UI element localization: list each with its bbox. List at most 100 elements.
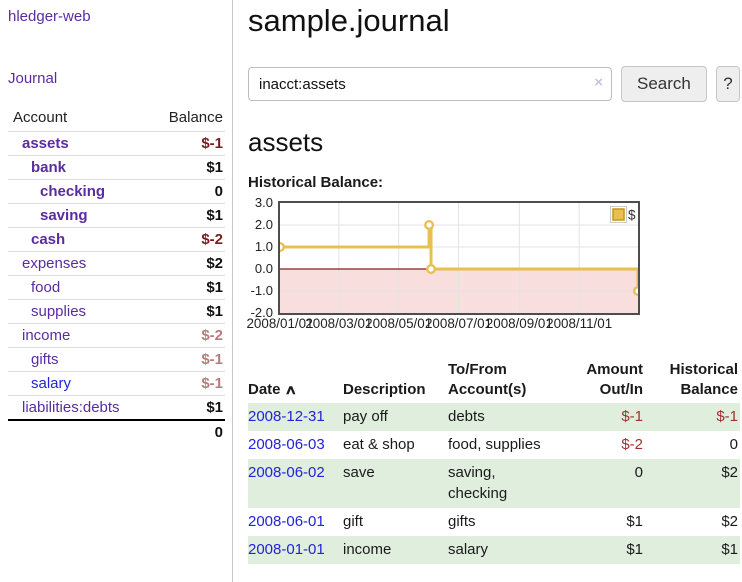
search-form: × Search ?	[248, 66, 740, 102]
column-header[interactable]: Historical Balance	[669, 361, 738, 398]
transaction-row: 2008-06-01 gift gifts $1 $2	[248, 508, 740, 536]
account-balance: $2	[148, 251, 225, 276]
transaction-date-link[interactable]: 2008-06-02	[248, 463, 325, 481]
y-tick-label: 2.0	[254, 217, 273, 232]
x-tick-label: 2008/05/01	[365, 316, 433, 331]
account-link[interactable]: bank	[31, 159, 67, 176]
accounts-body: assets $-1 bank $1 checking 0 saving $1 cash $-2 e…	[8, 131, 225, 420]
account-row: bank $1	[8, 155, 225, 180]
transaction-accounts: gifts	[448, 513, 476, 530]
column-header[interactable]: Description	[343, 380, 426, 398]
search-input[interactable]	[248, 67, 612, 101]
column-header[interactable]: Date ∧	[248, 380, 297, 398]
transaction-date-link[interactable]: 2008-06-01	[248, 513, 325, 530]
transaction-date-link[interactable]: 2008-01-01	[248, 540, 325, 558]
account-balance: $1	[148, 275, 225, 300]
account-link[interactable]: income	[22, 327, 71, 344]
transaction-row: 2008-01-01 income salary $1 $1	[248, 535, 740, 564]
transaction-description: income	[343, 540, 392, 558]
account-link[interactable]: supplies	[31, 303, 87, 320]
brand-link[interactable]: hledger-web	[8, 8, 91, 25]
accounts-total-row: 0	[8, 419, 225, 444]
account-link[interactable]: assets	[22, 135, 69, 152]
account-link[interactable]: cash	[31, 231, 66, 248]
help-button[interactable]: ?	[715, 66, 740, 102]
accounts-table: Account Balance assets $-1 bank $1 checking 0…	[8, 106, 225, 444]
x-tick-label: 2008/03/01	[305, 316, 373, 331]
account-balance: $-1	[148, 131, 225, 156]
transaction-amount: $-2	[621, 435, 643, 453]
transactions-body: 2008-12-31 pay off debts $-1 $-1 2008-06-03 ea…	[248, 403, 740, 564]
account-row: gifts $-1	[8, 347, 225, 372]
transaction-description: gift	[343, 513, 364, 530]
account-link[interactable]: food	[31, 279, 61, 296]
transaction-accounts: debts	[448, 408, 485, 425]
transaction-description: eat & shop	[343, 435, 415, 453]
transaction-balance: $-1	[716, 408, 738, 425]
account-link[interactable]: liabilities:debts	[22, 399, 120, 416]
transaction-amount: $-1	[621, 408, 643, 425]
transaction-description: save	[343, 463, 375, 481]
account-link[interactable]: checking	[40, 183, 106, 200]
transaction-balance: $2	[721, 513, 738, 530]
balance-chart: 3.0 2.0 1.0 0.0 -1.0 -2.0 $	[248, 195, 740, 320]
chart-plot-area: $	[278, 201, 640, 315]
account-row: income $-2	[8, 323, 225, 348]
accounts-total-value: 0	[148, 419, 225, 444]
page-title: sample.journal	[248, 3, 450, 38]
sort-asc-icon: ∧	[283, 381, 297, 397]
column-header[interactable]: To/From Account(s)	[448, 361, 527, 398]
transaction-accounts: saving, checking	[448, 463, 508, 503]
sidebar-item-journal[interactable]: Journal	[8, 70, 58, 87]
account-row: supplies $1	[8, 299, 225, 324]
column-header[interactable]: Amount Out/In	[586, 361, 643, 398]
transaction-row: 2008-06-02 save saving, checking 0 $2	[248, 458, 740, 508]
account-row: assets $-1	[8, 131, 225, 156]
clear-search-icon[interactable]: ×	[594, 74, 603, 91]
transactions-header-row: Date ∧ Description To/From Account(s) Amount O…	[248, 358, 740, 403]
account-balance: $-1	[148, 347, 225, 372]
y-tick-label: -1.0	[250, 283, 273, 298]
transaction-description: pay off	[343, 408, 388, 425]
account-row: cash $-2	[8, 227, 225, 252]
chart-label: Historical Balance:	[248, 174, 384, 191]
transactions-table: Date ∧ Description To/From Account(s) Amount O…	[248, 358, 740, 564]
account-row: salary $-1	[8, 371, 225, 396]
transaction-balance: $2	[721, 463, 738, 481]
account-balance: $-1	[148, 371, 225, 396]
transaction-row: 2008-06-03 eat & shop food, supplies $-2 0	[248, 431, 740, 459]
transaction-amount: $1	[626, 540, 643, 558]
x-tick-label: 2008/07/01	[424, 316, 493, 331]
account-row: saving $1	[8, 203, 225, 228]
x-tick-label: 2008/09/01	[485, 316, 553, 331]
transaction-balance: 0	[729, 435, 738, 453]
transaction-accounts: food, supplies	[448, 435, 541, 453]
y-tick-label: -2.0	[250, 305, 273, 320]
x-tick-label: 2008/11/01	[546, 316, 613, 331]
transaction-date-link[interactable]: 2008-06-03	[248, 435, 325, 453]
accounts-header-account: Account	[13, 109, 68, 126]
account-link[interactable]: gifts	[31, 351, 59, 368]
sidebar: hledger-web Journal Account Balance asse…	[0, 0, 233, 582]
y-tick-label: 0.0	[254, 261, 273, 276]
y-tick-label: 3.0	[254, 195, 273, 210]
account-title: assets	[248, 127, 324, 157]
account-link[interactable]: expenses	[22, 255, 87, 272]
account-balance: $1	[148, 299, 225, 324]
account-balance: $-2	[148, 227, 225, 252]
account-link[interactable]: salary	[31, 375, 72, 392]
account-balance: $1	[148, 155, 225, 180]
transaction-accounts: salary	[448, 540, 489, 558]
x-tick-label: 2008/01/01	[246, 316, 314, 331]
account-link[interactable]: saving	[40, 207, 88, 224]
transaction-date-link[interactable]: 2008-12-31	[248, 408, 325, 425]
y-tick-label: 1.0	[254, 239, 273, 254]
account-row: food $1	[8, 275, 225, 300]
account-row: expenses $2	[8, 251, 225, 276]
account-balance: 0	[148, 179, 225, 204]
account-balance: $-2	[148, 323, 225, 348]
svg-text:$: $	[628, 208, 636, 223]
transaction-row: 2008-12-31 pay off debts $-1 $-1	[248, 403, 740, 431]
chart-x-axis: 2008/01/01 2008/03/01 2008/05/01 2008/07/01…	[246, 315, 740, 332]
search-button[interactable]: Search	[621, 66, 707, 102]
